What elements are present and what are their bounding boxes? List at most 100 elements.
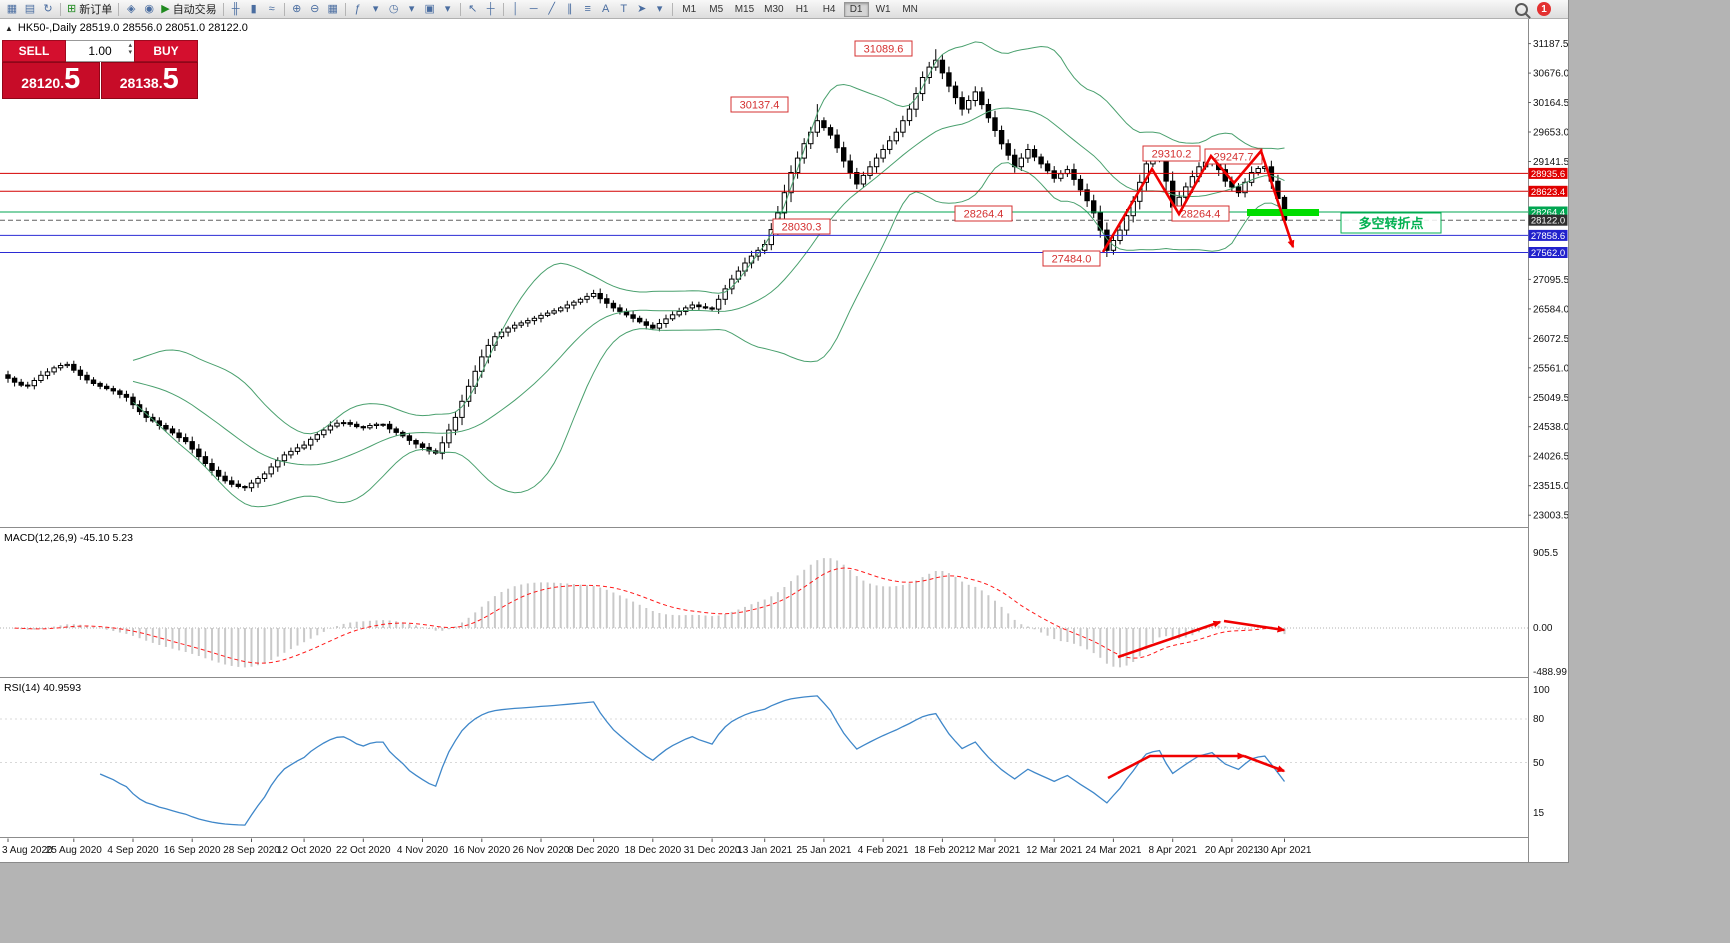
options-icon[interactable]: ◉ bbox=[140, 1, 158, 17]
candlestick-chart-icon[interactable]: ▮ bbox=[245, 1, 263, 17]
price-annotations[interactable]: 31089.6 30137.4 29310.2 29247.7 28264.4 28030… bbox=[730, 40, 1263, 267]
highlight-segment[interactable] bbox=[1247, 209, 1319, 216]
bid-price-button[interactable]: 28120. 5 bbox=[2, 62, 100, 99]
shapes-dropdown[interactable]: ▾ bbox=[651, 1, 669, 17]
svg-text:26072.5: 26072.5 bbox=[1533, 334, 1568, 345]
svg-text:29247.7: 29247.7 bbox=[1214, 152, 1254, 164]
arrows-tool-icon[interactable]: ➤ bbox=[633, 1, 651, 17]
new-chart-icon[interactable]: ▦ bbox=[3, 1, 21, 17]
svg-text:29310.2: 29310.2 bbox=[1152, 149, 1192, 161]
vertical-line-icon[interactable]: │ bbox=[507, 1, 525, 17]
periods-dropdown[interactable]: ▾ bbox=[403, 1, 421, 17]
svg-text:-488.99: -488.99 bbox=[1533, 667, 1567, 678]
svg-text:23515.0: 23515.0 bbox=[1533, 481, 1568, 492]
timeframe-mn[interactable]: MN bbox=[898, 2, 923, 17]
svg-text:13 Jan 2021: 13 Jan 2021 bbox=[737, 845, 792, 856]
svg-text:100: 100 bbox=[1533, 685, 1550, 696]
rsi-arrows[interactable] bbox=[1107, 752, 1286, 780]
timeframe-m15[interactable]: M15 bbox=[731, 2, 758, 17]
timeframe-w1[interactable]: W1 bbox=[871, 2, 896, 17]
spinner-up-icon[interactable]: ▴ bbox=[128, 42, 132, 49]
svg-text:8 Dec 2020: 8 Dec 2020 bbox=[568, 845, 620, 856]
fibonacci-icon[interactable]: ≡ bbox=[579, 1, 597, 17]
timeframe-d1[interactable]: D1 bbox=[843, 1, 869, 17]
templates-icon[interactable]: ▣ bbox=[421, 1, 439, 17]
toolbar-separator bbox=[60, 2, 61, 16]
svg-text:多空转折点: 多空转折点 bbox=[1358, 216, 1423, 231]
cursor-icon[interactable]: ↖ bbox=[464, 1, 482, 17]
svg-text:28623.4: 28623.4 bbox=[1531, 187, 1565, 198]
zoom-out-icon[interactable]: ⊖ bbox=[306, 1, 324, 17]
svg-text:29141.5: 29141.5 bbox=[1533, 157, 1568, 168]
bollinger-upper-band bbox=[132, 41, 1285, 435]
periods-icon[interactable]: ◷ bbox=[385, 1, 403, 17]
timeframe-m1[interactable]: M1 bbox=[677, 2, 702, 17]
svg-text:26 Nov 2020: 26 Nov 2020 bbox=[513, 845, 570, 856]
toolbar-items: ▦ ▤ ↻ ⊞ 新订单 ◈ ◉ ▶ 自动交易 ╫ ▮ ≈ ⊕ ⊖ ▦ ƒ ▾ ◷ ▾ ▣ ▾ ↖ ┼ │ ─ ╱ ∥ ≡ A T ➤ ▾ bbox=[3, 1, 676, 17]
templates-dropdown[interactable]: ▾ bbox=[439, 1, 457, 17]
spinner-down-icon[interactable]: ▾ bbox=[128, 49, 132, 56]
macd-arrows[interactable] bbox=[1117, 619, 1286, 659]
trendline-icon[interactable]: ╱ bbox=[543, 1, 561, 17]
buy-button[interactable]: BUY bbox=[134, 40, 198, 62]
svg-text:4 Feb 2021: 4 Feb 2021 bbox=[858, 845, 909, 856]
price-chart[interactable]: 31089.6 30137.4 29310.2 29247.7 28264.4 28030… bbox=[0, 19, 1568, 862]
autotrading-button[interactable]: ▶ 自动交易 bbox=[158, 1, 219, 17]
ask-price-big: 5 bbox=[162, 63, 179, 95]
timeframe-h1[interactable]: H1 bbox=[790, 2, 815, 17]
svg-text:24 Mar 2021: 24 Mar 2021 bbox=[1085, 845, 1142, 856]
collapse-arrow-icon[interactable]: ▲ bbox=[5, 23, 13, 33]
indicators-icon[interactable]: ƒ bbox=[349, 1, 367, 17]
sell-button[interactable]: SELL bbox=[2, 40, 66, 62]
text-icon[interactable]: A bbox=[597, 1, 615, 17]
ask-price-small: 28138. bbox=[119, 75, 163, 91]
svg-text:16 Sep 2020: 16 Sep 2020 bbox=[164, 845, 221, 856]
timeframe-h4[interactable]: H4 bbox=[817, 2, 842, 17]
turning-point-label[interactable]: 多空转折点 bbox=[1340, 212, 1442, 234]
timeframe-m30[interactable]: M30 bbox=[760, 2, 787, 17]
search-icon[interactable] bbox=[1515, 2, 1528, 16]
macd-signal-line bbox=[14, 567, 1285, 664]
volume-field[interactable]: 1.00 ▴ ▾ bbox=[66, 40, 134, 62]
metaeditor-icon[interactable]: ◈ bbox=[122, 1, 140, 17]
horizontal-line-icon[interactable]: ─ bbox=[525, 1, 543, 17]
refresh-icon[interactable]: ↻ bbox=[39, 1, 57, 17]
svg-text:4 Sep 2020: 4 Sep 2020 bbox=[107, 845, 159, 856]
channel-icon[interactable]: ∥ bbox=[561, 1, 579, 17]
bar-chart-icon[interactable]: ╫ bbox=[227, 1, 245, 17]
volume-spinner[interactable]: ▴ ▾ bbox=[128, 42, 132, 56]
bar-chart-icon: ╫ bbox=[231, 2, 240, 15]
cursor-icon: ↖ bbox=[468, 2, 478, 15]
svg-text:31 Dec 2020: 31 Dec 2020 bbox=[684, 845, 741, 856]
label-icon[interactable]: T bbox=[615, 1, 633, 17]
svg-text:25 Jan 2021: 25 Jan 2021 bbox=[796, 845, 851, 856]
indicators-dropdown[interactable]: ▾ bbox=[367, 1, 385, 17]
toolbar-separator bbox=[671, 2, 673, 16]
svg-text:8 Apr 2021: 8 Apr 2021 bbox=[1149, 845, 1198, 856]
toolbar-separator bbox=[283, 2, 285, 16]
timeframe-m5[interactable]: M5 bbox=[704, 2, 729, 17]
candlestick-chart-icon: ▮ bbox=[250, 2, 257, 15]
fibonacci-icon: ≡ bbox=[584, 2, 591, 15]
indicators-dropdown: ▾ bbox=[372, 2, 379, 15]
crosshair-icon[interactable]: ┼ bbox=[482, 1, 500, 17]
tile-windows-icon[interactable]: ▦ bbox=[324, 1, 342, 17]
zoom-in-icon[interactable]: ⊕ bbox=[288, 1, 306, 17]
bollinger-lower-band bbox=[132, 162, 1285, 508]
svg-text:20 Apr 2021: 20 Apr 2021 bbox=[1205, 845, 1259, 856]
line-chart-icon[interactable]: ≈ bbox=[263, 1, 281, 17]
tile-windows-icon: ▦ bbox=[327, 2, 338, 15]
svg-text:28935.6: 28935.6 bbox=[1531, 169, 1565, 180]
profiles-icon[interactable]: ▤ bbox=[21, 1, 39, 17]
trend-arrows[interactable] bbox=[1101, 148, 1295, 253]
price-axis[interactable] bbox=[1528, 19, 1568, 862]
toolbar-separator bbox=[118, 2, 120, 16]
ask-price-button[interactable]: 28138. 5 bbox=[100, 62, 198, 99]
notification-badge[interactable]: 1 bbox=[1537, 2, 1551, 16]
rsi-line bbox=[99, 695, 1286, 826]
horizontal-line-icon: ─ bbox=[529, 2, 538, 15]
new-order-button[interactable]: ⊞ 新订单 bbox=[64, 1, 115, 17]
toolbar-separator bbox=[222, 2, 224, 16]
